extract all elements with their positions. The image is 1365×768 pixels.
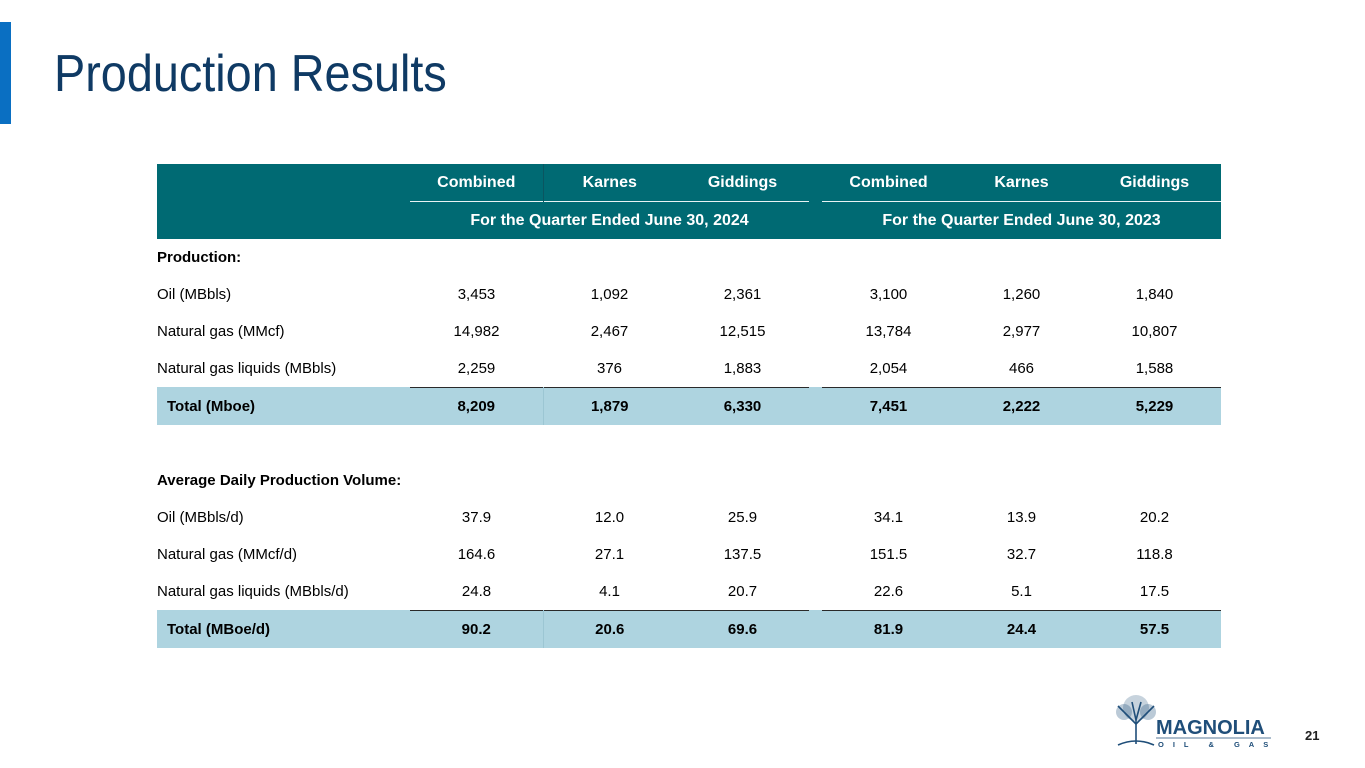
- total-label: Total (MBoe/d): [157, 610, 410, 648]
- total-cell: 90.2: [410, 610, 544, 648]
- period-2024: For the Quarter Ended June 30, 2024: [410, 201, 809, 239]
- cell: 32.7: [1006, 546, 1037, 563]
- header-combined-2024: Combined: [410, 164, 544, 202]
- cell: 118.8: [1136, 546, 1173, 563]
- row-label: Natural gas (MMcf): [157, 323, 285, 340]
- total-row: Total (Mboe) 8,209 1,879 6,330 7,451 2,2…: [157, 387, 1221, 425]
- header-karnes-2024: Karnes: [543, 164, 676, 202]
- cell: 17.5: [1139, 583, 1170, 600]
- period-gap: [809, 201, 822, 239]
- section-daily: Average Daily Production Volume:: [157, 472, 402, 489]
- gap-cell: [809, 313, 822, 350]
- cell: 20.7: [727, 583, 758, 600]
- total-cell: 81.9: [822, 610, 955, 648]
- logo-sub: OIL & GAS: [1158, 740, 1276, 749]
- gap-cell: [809, 276, 822, 313]
- total-cell: 57.5: [1088, 610, 1221, 648]
- cell: 10,807: [1131, 323, 1178, 340]
- total-cell: 6,330: [676, 387, 809, 425]
- period-header-row: For the Quarter Ended June 30, 2024 For …: [157, 201, 1221, 239]
- header-giddings-2023: Giddings: [1088, 164, 1221, 202]
- total-cell: 24.4: [955, 610, 1088, 648]
- cell: 1,840: [1135, 286, 1174, 303]
- cell: 2,054: [869, 360, 908, 377]
- cell: 2,361: [723, 286, 762, 303]
- cell: 2,467: [590, 323, 629, 340]
- table-row: Natural gas (MMcf) 14,982 2,467 12,515 1…: [157, 313, 1221, 350]
- accent-bar: [0, 22, 11, 124]
- header-combined-2023: Combined: [822, 164, 955, 202]
- cell: 151.5: [869, 546, 908, 563]
- cell: 13.9: [1006, 509, 1037, 526]
- period-blank: [157, 201, 410, 239]
- cell: 5.1: [1011, 583, 1032, 600]
- section-row: Production:: [157, 239, 1221, 276]
- row-label: Natural gas liquids (MBbls): [157, 360, 337, 377]
- row-label: Oil (MBbls): [157, 286, 232, 303]
- magnolia-logo: MAGNOLIA OIL & GAS: [1116, 695, 1276, 749]
- cell: 3,100: [869, 286, 908, 303]
- total-cell: 1,879: [543, 387, 676, 425]
- logo-name: MAGNOLIA: [1156, 717, 1265, 739]
- table-row: Oil (MBbls) 3,453 1,092 2,361 3,100 1,26…: [157, 276, 1221, 313]
- cell: 20.2: [1139, 509, 1170, 526]
- cell: 4.1: [599, 583, 620, 600]
- total-cell: 5,229: [1088, 387, 1221, 425]
- gap-cell: [809, 387, 822, 425]
- cell: 164.6: [457, 546, 496, 563]
- header-giddings-2024: Giddings: [676, 164, 809, 202]
- gap-cell: [809, 610, 822, 648]
- table-row: Natural gas liquids (MBbls) 2,259 376 1,…: [157, 350, 1221, 388]
- cell: 376: [596, 360, 623, 377]
- section-row: Average Daily Production Volume:: [157, 462, 1221, 499]
- cell: 466: [1008, 360, 1035, 377]
- cell: 34.1: [873, 509, 904, 526]
- cell: 1,092: [590, 286, 629, 303]
- spacer-row: [157, 425, 1221, 462]
- row-label: Natural gas liquids (MBbls/d): [157, 583, 349, 600]
- period-2023: For the Quarter Ended June 30, 2023: [822, 201, 1221, 239]
- column-header-row: Combined Karnes Giddings Combined Karnes…: [157, 164, 1221, 202]
- cell: 2,259: [457, 360, 496, 377]
- total-label: Total (Mboe): [157, 387, 410, 425]
- cell: 24.8: [461, 583, 492, 600]
- cell: 3,453: [457, 286, 496, 303]
- header-karnes-2023: Karnes: [955, 164, 1088, 202]
- section-production: Production:: [157, 249, 242, 266]
- cell: 2,977: [1002, 323, 1041, 340]
- row-label: Oil (MBbls/d): [157, 509, 244, 526]
- cell: 25.9: [727, 509, 758, 526]
- cell: 12,515: [719, 323, 766, 340]
- row-label: Natural gas (MMcf/d): [157, 546, 298, 563]
- gap-cell: [809, 573, 822, 611]
- cell: 14,982: [453, 323, 500, 340]
- table-row: Oil (MBbls/d) 37.9 12.0 25.9 34.1 13.9 2…: [157, 499, 1221, 536]
- cell: 1,883: [723, 360, 762, 377]
- gap-cell: [809, 499, 822, 536]
- tree-icon: [1116, 695, 1156, 746]
- cell: 1,260: [1002, 286, 1041, 303]
- table-row: Natural gas liquids (MBbls/d) 24.8 4.1 2…: [157, 573, 1221, 611]
- total-cell: 2,222: [955, 387, 1088, 425]
- cell: 13,784: [865, 323, 912, 340]
- production-table: Combined Karnes Giddings Combined Karnes…: [157, 164, 1221, 648]
- cell: 1,588: [1135, 360, 1174, 377]
- table-row: Natural gas (MMcf/d) 164.6 27.1 137.5 15…: [157, 536, 1221, 573]
- total-cell: 8,209: [410, 387, 544, 425]
- cell: 37.9: [461, 509, 492, 526]
- gap-cell: [809, 350, 822, 388]
- total-cell: 20.6: [543, 610, 676, 648]
- cell: 12.0: [594, 509, 625, 526]
- cell: 27.1: [594, 546, 625, 563]
- cell: 137.5: [723, 546, 762, 563]
- total-cell: 69.6: [676, 610, 809, 648]
- cell: 22.6: [873, 583, 904, 600]
- total-row: Total (MBoe/d) 90.2 20.6 69.6 81.9 24.4 …: [157, 610, 1221, 648]
- total-cell: 7,451: [822, 387, 955, 425]
- header-gap: [809, 164, 822, 202]
- page-title: Production Results: [54, 45, 447, 103]
- header-blank: [157, 164, 410, 202]
- page-number: 21: [1305, 728, 1320, 743]
- gap-cell: [809, 536, 822, 573]
